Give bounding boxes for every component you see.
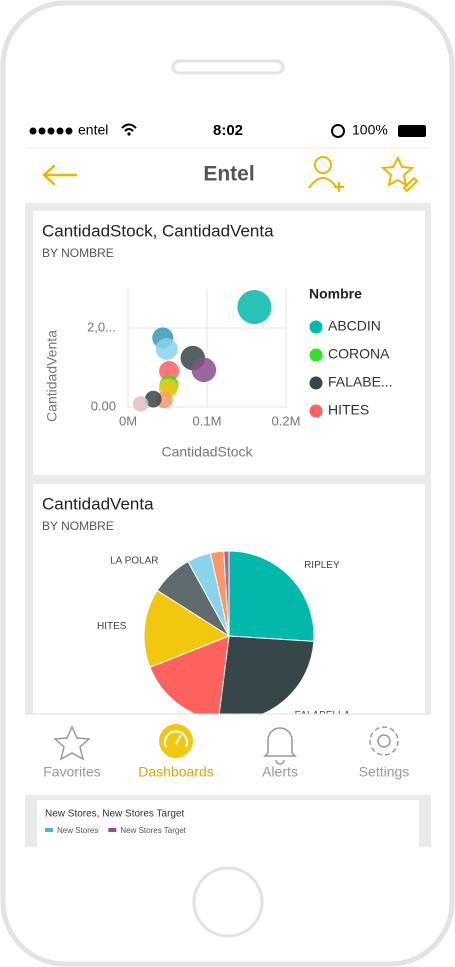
add-user-button[interactable] — [308, 156, 344, 192]
favorites-icon[interactable] — [53, 725, 91, 761]
nav-label[interactable]: Alerts — [262, 764, 298, 780]
legend-swatch — [45, 828, 53, 832]
bubble — [132, 396, 149, 412]
legend-swatch — [309, 404, 323, 418]
tile-title: CantidadStock, CantidadVenta — [42, 221, 274, 240]
page-title: Entel — [203, 163, 254, 186]
y-tick-label: 2,0... — [87, 319, 116, 334]
bubble — [155, 337, 178, 360]
pie-slice — [223, 550, 230, 637]
nav-label[interactable]: Favorites — [43, 764, 101, 780]
bubble — [191, 357, 217, 383]
nav-label[interactable]: Settings — [359, 764, 410, 780]
pie-slice — [228, 550, 315, 642]
x-tick-label: 0M — [119, 413, 137, 428]
bubble — [144, 390, 162, 408]
pie-slice — [143, 589, 231, 668]
x-tick-label: 0.1M — [193, 413, 222, 428]
bubble — [159, 361, 180, 382]
signal-dots — [29, 127, 73, 135]
legend-label: New Stores Target — [120, 826, 186, 835]
wifi-dot — [127, 132, 131, 136]
legend-label: ABCDIN — [328, 318, 381, 334]
tile-title: CantidadVenta — [42, 494, 154, 513]
slice-label: HITES — [97, 621, 127, 632]
top-bar — [25, 113, 431, 203]
clock: 8:02 — [213, 122, 243, 139]
tile-subtitle: BY NOMBRE — [42, 519, 114, 533]
preview-title: New Stores, New Stores Target — [45, 809, 185, 820]
nav-bar — [25, 714, 431, 795]
slice-label: LA POLAR — [110, 556, 158, 567]
legend-label: HITES — [328, 402, 369, 418]
legend-swatch — [108, 828, 117, 832]
tile-subtitle: BY NOMBRE — [42, 246, 114, 260]
x-tick-label: 0.2M — [272, 413, 301, 428]
legend-swatch — [309, 320, 323, 334]
settings-icon[interactable] — [369, 726, 399, 756]
y-tick-label: 0.00 — [91, 398, 116, 413]
tile[interactable] — [33, 211, 425, 475]
legend-label: New Stores — [57, 826, 98, 835]
legend-label: FALABE... — [328, 374, 393, 390]
bubble — [237, 290, 272, 325]
y-axis-label: CantidadVenta — [44, 330, 60, 422]
battery-icon — [398, 125, 426, 137]
x-axis-label: CantidadStock — [161, 444, 253, 460]
speaker — [171, 59, 285, 75]
legend-label: CORONA — [328, 346, 390, 362]
battery-level: 100% — [352, 122, 388, 138]
gauge-needle — [164, 730, 188, 748]
preview-tile[interactable] — [37, 800, 419, 847]
slice-label: RIPLEY — [304, 560, 340, 571]
wifi-icon — [121, 123, 137, 132]
legend-swatch — [309, 376, 323, 390]
dashboards-icon[interactable] — [159, 724, 193, 758]
legend-swatch — [309, 348, 323, 362]
carrier: entel — [78, 122, 108, 138]
nav-label[interactable]: Dashboards — [138, 764, 214, 780]
favorite-button[interactable] — [380, 155, 419, 193]
rotation-lock-icon — [331, 124, 345, 138]
home-button[interactable] — [192, 866, 264, 938]
alerts-icon[interactable] — [263, 727, 297, 765]
legend-title: Nombre — [309, 286, 362, 302]
back-button[interactable] — [42, 164, 78, 186]
